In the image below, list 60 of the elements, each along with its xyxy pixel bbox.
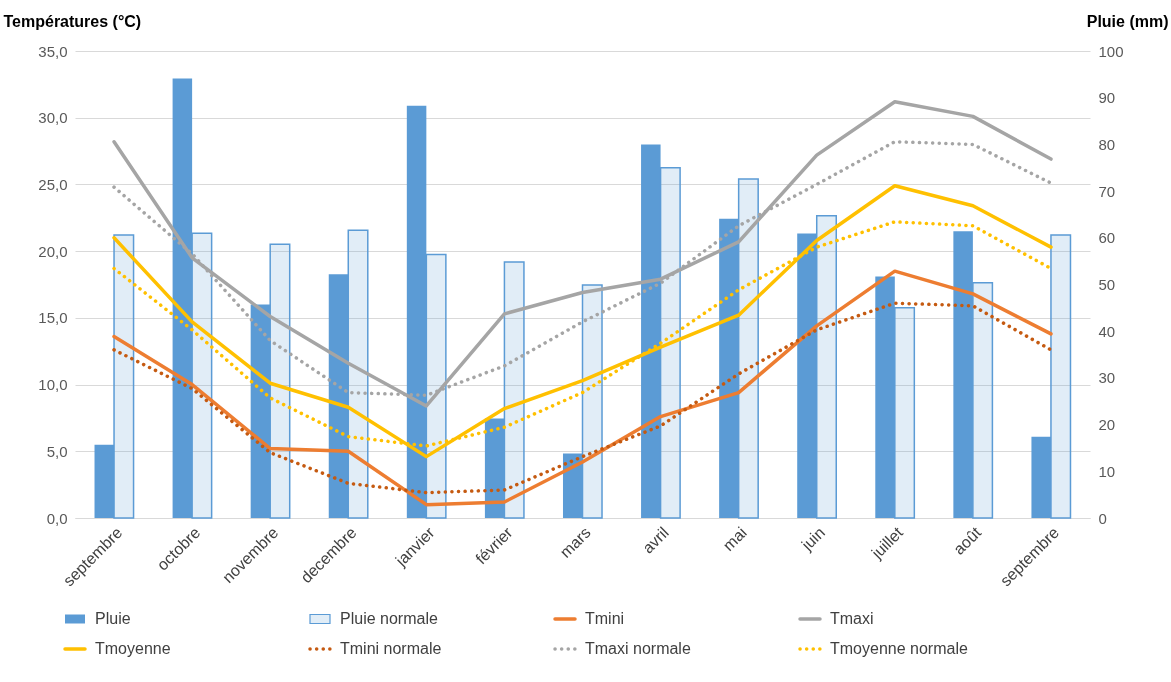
bar: [172, 78, 193, 518]
y2-tick-label: 30: [1098, 369, 1116, 387]
bar: [659, 167, 681, 519]
y-tick-label: 0,0: [46, 509, 68, 527]
x-tick-label: mai: [719, 523, 750, 555]
y-tick-label: 5,0: [46, 442, 68, 460]
y-tick-label: 20,0: [38, 242, 68, 260]
y-tick-label: 35,0: [38, 42, 68, 60]
bar: [641, 144, 661, 518]
y-tick-label: 15,0: [38, 309, 68, 327]
bar: [719, 218, 739, 518]
bar: [113, 234, 135, 519]
bar: [406, 105, 427, 518]
y2-tick-label: 100: [1098, 42, 1124, 60]
legend-label: Tmini: [585, 610, 625, 627]
y-tick-label: 30,0: [38, 109, 68, 127]
x-tick-label: juin: [797, 523, 829, 555]
bar: [581, 284, 603, 519]
y2-tick-label: 90: [1098, 89, 1116, 107]
legend-label: Tmoyenne normale: [830, 640, 968, 657]
legend-label: Tmini normale: [340, 640, 442, 657]
bar: [894, 307, 916, 519]
legend-label: Pluie: [95, 610, 131, 627]
y-tick-label: 25,0: [38, 175, 68, 193]
line-series: [112, 99, 1053, 408]
bar: [347, 229, 369, 519]
bar: [425, 253, 447, 519]
y-tick-label: 10,0: [38, 376, 68, 394]
y2-tick-label: 0: [1098, 509, 1107, 527]
bar: [503, 261, 525, 519]
bar: [562, 453, 583, 518]
legend-label: Tmoyenne: [95, 640, 171, 657]
legend-label: Tmaxi: [830, 610, 874, 627]
y2-tick-label: 10: [1098, 462, 1116, 480]
bar: [875, 276, 895, 518]
y2-tick-label: 50: [1098, 276, 1116, 293]
y2-axis-title: Pluie (mm): [1086, 12, 1169, 30]
bar: [737, 178, 759, 519]
bar: [815, 215, 837, 519]
bar: [328, 274, 349, 518]
bar: [953, 231, 973, 518]
y2-tick-label: 70: [1098, 182, 1116, 200]
bar: [1050, 234, 1072, 519]
line-series: [112, 301, 1053, 495]
legend-label: Pluie normale: [340, 610, 438, 627]
line-series: [112, 269, 1053, 507]
bar: [269, 243, 291, 519]
bar: [972, 281, 994, 519]
bar: [1031, 436, 1051, 518]
y2-tick-label: 60: [1098, 229, 1116, 247]
y-axis-title: Températures (°C): [3, 12, 142, 30]
bar: [191, 232, 213, 519]
legend-label: Tmaxi normale: [585, 640, 691, 657]
y2-tick-label: 80: [1098, 135, 1116, 153]
line-series: [112, 184, 1053, 459]
y2-tick-label: 40: [1098, 322, 1116, 340]
bar: [94, 444, 115, 518]
y2-tick-label: 20: [1098, 416, 1116, 434]
bar: [484, 418, 505, 518]
bar: [797, 233, 817, 518]
